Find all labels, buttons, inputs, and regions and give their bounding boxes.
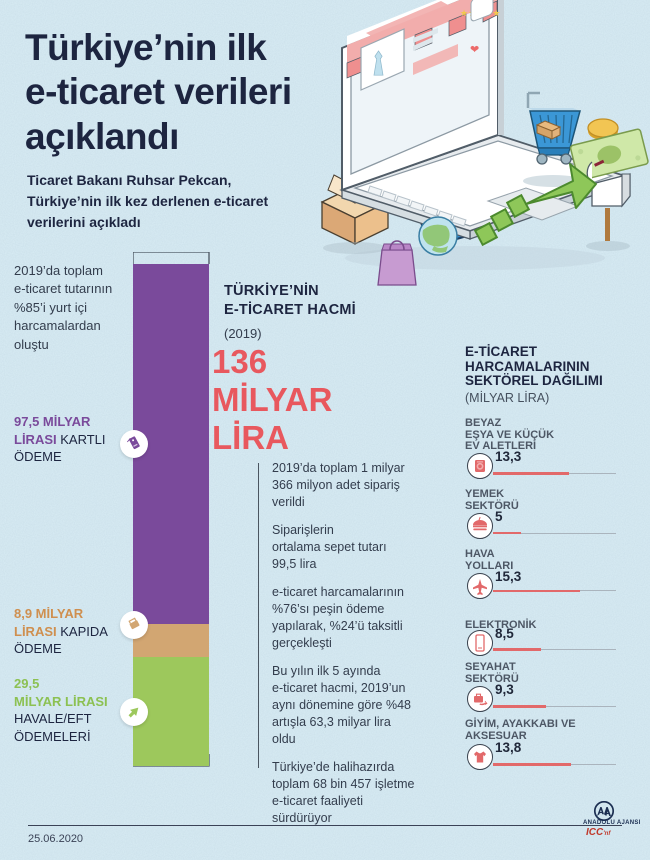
svg-text:❤: ❤	[470, 44, 479, 56]
